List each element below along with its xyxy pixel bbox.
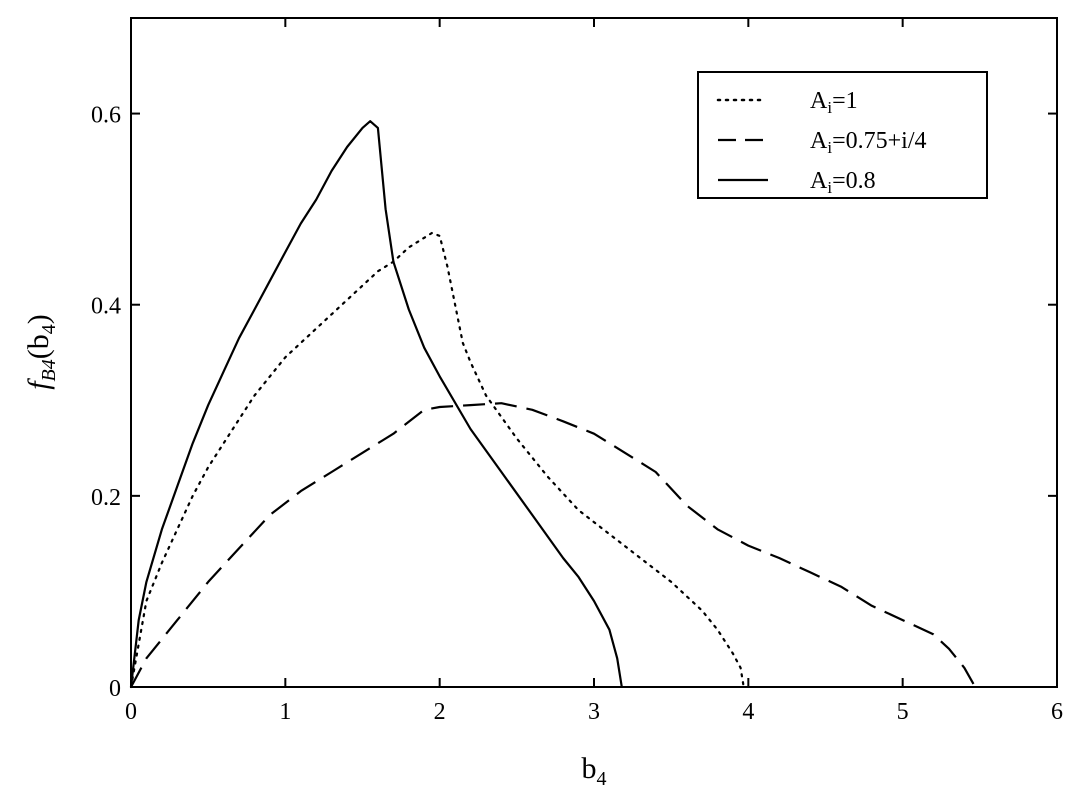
y-tick-label: 0.2 (91, 485, 121, 511)
legend-label-1-sub: i (827, 98, 832, 117)
legend-box (697, 71, 988, 199)
legend-label-1-rest: =1 (832, 88, 858, 114)
x-tick-label: 5 (897, 699, 909, 725)
tick-labels: 0 1 2 3 4 5 6 0 0.2 0.4 0.6 (91, 103, 1063, 725)
legend-label-3: Ai=0.8 (810, 168, 876, 197)
y-axis-label-open: ( (22, 349, 55, 359)
series-line-1 (129, 231, 745, 689)
x-axis-label: b4 (582, 752, 607, 788)
legend-label-1: Ai=1 (810, 88, 858, 117)
legend-label-3-rest: =0.8 (832, 168, 876, 194)
legend-label-3-sub: i (827, 178, 832, 197)
y-axis-label-close: ) (22, 314, 55, 324)
x-axis-label-base: b (582, 752, 597, 785)
legend-label-2-base: A (810, 128, 828, 154)
x-axis-label-sub: 4 (597, 768, 607, 788)
y-tick-label: 0.6 (91, 103, 121, 129)
axis-ticks (130, 18, 1058, 688)
x-tick-label: 2 (434, 699, 446, 725)
y-axis-label: fB4(b4) (22, 314, 60, 390)
legend-label-2-rest: =0.75+i/4 (832, 128, 926, 154)
legend-label-2: Ai=0.75+i/4 (810, 128, 926, 157)
series-lines (129, 120, 977, 689)
y-axis-label-argsub: 4 (38, 324, 60, 334)
x-tick-label: 0 (125, 699, 137, 725)
legend-label-2-sub: i (827, 138, 832, 157)
y-axis-label-fsub: B4 (38, 359, 60, 381)
x-tick-label: 1 (279, 699, 291, 725)
x-tick-label: 6 (1051, 699, 1063, 725)
y-axis-label-arg: b (22, 334, 55, 349)
x-tick-label: 3 (588, 699, 600, 725)
x-tick-label: 4 (742, 699, 754, 725)
y-tick-label: 0.4 (91, 294, 121, 320)
legend: Ai=1 Ai=0.75+i/4 Ai=0.8 (697, 71, 988, 199)
y-tick-label: 0 (109, 676, 121, 702)
series-line-2 (130, 402, 977, 688)
legend-label-3-base: A (810, 168, 828, 194)
series-line-3 (129, 120, 623, 688)
legend-label-1-base: A (810, 88, 828, 114)
